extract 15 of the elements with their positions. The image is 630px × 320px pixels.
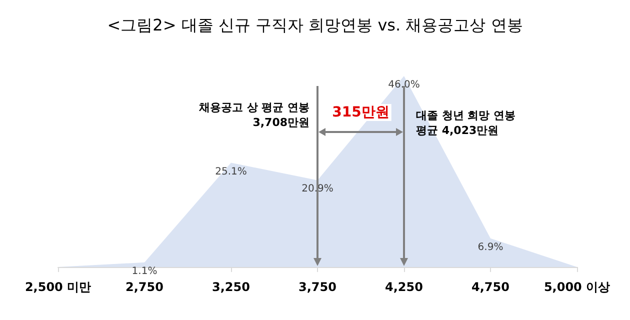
x-tick-label: 4,750: [472, 280, 510, 294]
chart-title: <그림2> 대졸 신규 구직자 희망연봉 vs. 채용공고상 연봉: [107, 16, 523, 34]
x-tick-label: 3,250: [212, 280, 250, 294]
data-label: 25.1%: [215, 166, 247, 178]
x-tick-label: 3,750: [298, 280, 336, 294]
data-label: 1.1%: [132, 266, 158, 277]
data-label: 6.9%: [478, 242, 504, 253]
annotation: 대졸 청년 희망 연봉 평균 4,023만원: [416, 109, 516, 137]
x-tick-label: 4,250: [385, 280, 423, 294]
x-tick-label: 2,750: [126, 280, 164, 294]
x-tick-label: 5,000 이상: [544, 280, 610, 294]
annotation: 채용공고 상 평균 연봉 3,708만원: [198, 101, 310, 129]
x-tick-label: 2,500 미만: [24, 280, 92, 294]
data-label: 46.0%: [388, 80, 420, 90]
annotation: 315만원: [332, 104, 390, 120]
